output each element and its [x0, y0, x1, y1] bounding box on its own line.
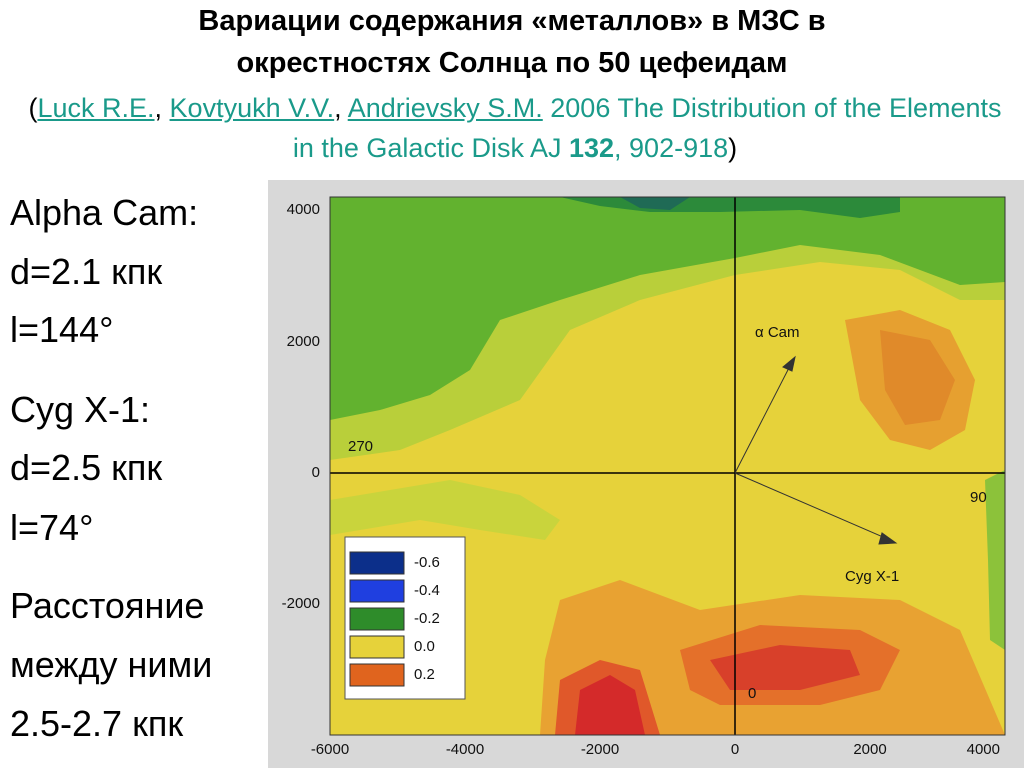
direction-label: 90 — [970, 489, 987, 506]
title-line: Вариации содержания «металлов» в МЗС в — [198, 5, 826, 37]
note-line: 2.5-2.7 кпк — [10, 703, 184, 744]
x-tick-label: -4000 — [446, 741, 484, 758]
volume: 132 — [568, 133, 615, 163]
note-line: Cyg X-1: — [10, 389, 151, 430]
note-line: l=144° — [10, 309, 114, 350]
x-tick-label: 0 — [731, 741, 739, 758]
plot-frame — [329, 196, 1006, 736]
note-line: Расстояние — [10, 585, 205, 626]
paren: ) — [728, 133, 738, 163]
paren: ( — [28, 93, 38, 123]
y-tick-label: 0 — [312, 464, 320, 481]
note-line: l=74° — [10, 507, 94, 548]
title-line: окрестностях Солнца по 50 цефеидам — [236, 47, 788, 79]
target-label: Cyg X-1 — [845, 568, 899, 585]
direction-label: 270 — [348, 438, 373, 455]
x-tick-label: -6000 — [311, 741, 349, 758]
details: 2006 The Distribution of the Elements in… — [292, 93, 1002, 163]
x-tick-label: -2000 — [581, 741, 619, 758]
direction-label: 0 — [748, 685, 756, 702]
legend-label: -0.2 — [414, 610, 440, 627]
y-tick-label: 4000 — [287, 201, 320, 218]
separator: , — [334, 93, 342, 123]
target-label: α Cam — [755, 324, 800, 341]
note-line: между ними — [10, 644, 213, 685]
legend-label: -0.4 — [414, 582, 440, 599]
note-line: Alpha Cam: — [10, 192, 199, 233]
y-tick-label: 2000 — [287, 333, 320, 350]
y-tick-label: -2000 — [282, 595, 320, 612]
arrows — [734, 355, 898, 545]
title: Вариации содержания «металлов» в МЗС в о… — [0, 0, 1024, 84]
legend-label: -0.6 — [414, 554, 440, 571]
citation: (Luck R.E., Kovtyukh V.V., Andrievsky S.… — [20, 88, 1010, 168]
author-link[interactable]: Kovtyukh V.V. — [169, 93, 335, 123]
x-tick-label: 4000 — [967, 741, 1000, 758]
pages: , 902-918 — [614, 133, 729, 163]
legend-label: 0.0 — [414, 638, 435, 655]
note-line: d=2.5 кпк — [10, 447, 163, 488]
author-link[interactable]: Luck R.E. — [37, 93, 155, 123]
legend — [344, 536, 466, 700]
legend-label: 0.2 — [414, 666, 435, 683]
x-tick-label: 2000 — [853, 741, 886, 758]
note-line: d=2.1 кпк — [10, 251, 163, 292]
separator: , — [154, 93, 163, 123]
author-link[interactable]: Andrievsky S.M. — [347, 93, 543, 123]
